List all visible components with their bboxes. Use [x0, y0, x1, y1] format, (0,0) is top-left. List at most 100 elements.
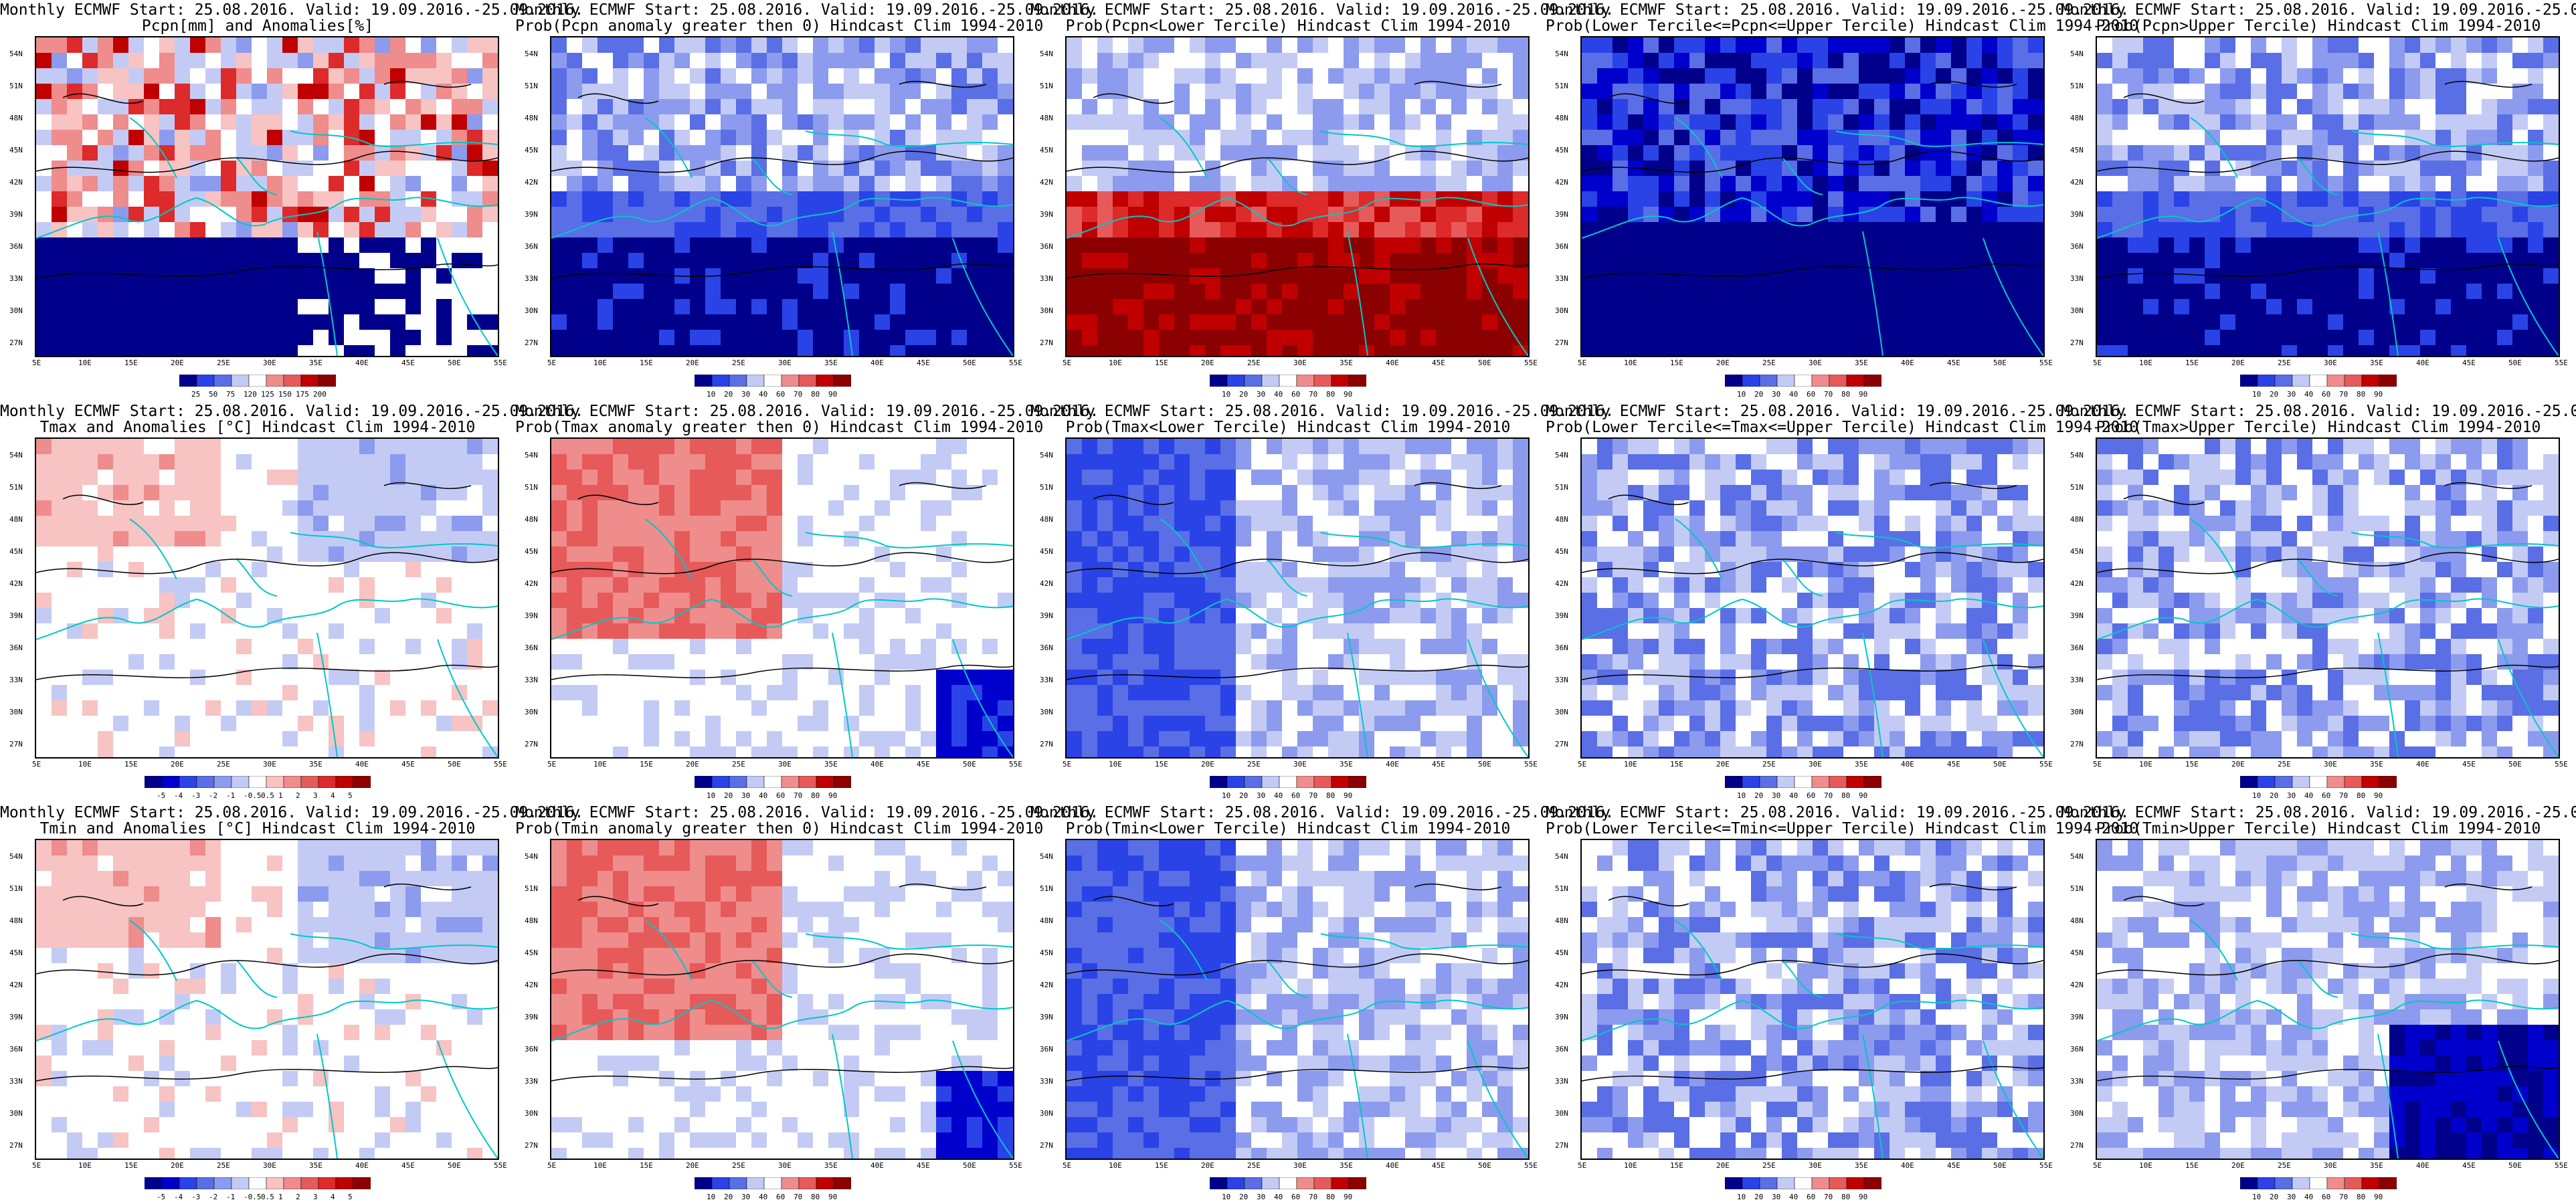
field-cell: [1936, 222, 1951, 237]
field-cell: [282, 284, 298, 299]
field-cell: [2435, 99, 2451, 114]
field-cell: [405, 439, 421, 454]
field-cell: [1205, 345, 1220, 356]
field-cell: [252, 176, 267, 191]
field-cell: [1190, 253, 1205, 268]
field-cell: [1113, 284, 1128, 299]
field-cell: [1067, 562, 1082, 577]
field-cell: [144, 454, 159, 470]
field-cell: [267, 314, 282, 330]
field-cell: [582, 268, 597, 284]
field-cell: [1451, 237, 1467, 253]
field-cell: [1828, 176, 1843, 191]
field-cell: [1705, 253, 1720, 268]
field-cell: [1920, 53, 1936, 68]
field-cell: [205, 207, 221, 222]
field-cell: [144, 439, 159, 454]
field-cell: [751, 176, 767, 191]
field-cell: [2128, 68, 2143, 84]
field-cell: [982, 84, 998, 99]
field-cell: [421, 130, 436, 145]
field-cell: [2328, 314, 2343, 330]
field-cell: [36, 608, 52, 623]
lat-label: 33N: [1555, 274, 1568, 283]
field-cell: [2266, 99, 2282, 114]
field-cell: [1705, 299, 1720, 314]
field-cell: [2543, 345, 2559, 356]
field-cell: [582, 176, 597, 191]
field-cell: [2251, 84, 2266, 99]
lon-label: 50E: [2508, 359, 2522, 367]
field-cell: [175, 454, 190, 470]
field-cell: [282, 99, 298, 114]
field-cell: [2543, 284, 2559, 299]
field-cell: [113, 454, 128, 470]
field-cell: [2497, 68, 2512, 84]
field-cell: [1890, 299, 1905, 314]
field-cell: [1905, 345, 1920, 356]
field-cell: [782, 53, 798, 68]
field-cell: [2251, 145, 2266, 161]
field-cell: [674, 191, 690, 207]
field-cell: [1082, 330, 1097, 345]
field-cell: [298, 546, 313, 562]
field-cell: [613, 577, 628, 593]
field-cell: [98, 176, 113, 191]
field-cell: [205, 284, 221, 299]
field-cell: [221, 130, 236, 145]
field-cell: [1859, 84, 1874, 99]
field-cell: [1451, 253, 1467, 268]
field-cell: [905, 330, 921, 345]
field-cell: [1267, 176, 1282, 191]
lon-label: 50E: [1478, 359, 1491, 367]
field-cell: [1482, 546, 1497, 562]
field-cell: [859, 746, 875, 757]
field-cell: [1082, 114, 1097, 130]
field-cell: [828, 608, 844, 623]
field-cell: [1643, 253, 1659, 268]
field-cell: [998, 546, 1013, 562]
field-cell: [205, 670, 221, 685]
field-cell: [2143, 268, 2158, 284]
colorbar-tick-label: 50: [209, 390, 218, 399]
field-cell: [1143, 161, 1159, 176]
field-cell: [390, 99, 405, 114]
field-cell: [905, 207, 921, 222]
field-cell: [813, 299, 828, 314]
field-cell: [329, 670, 344, 685]
lat-label: 45N: [9, 146, 23, 155]
lon-label: 5E: [32, 760, 41, 769]
field-cell: [582, 593, 597, 608]
field-cell: [1220, 207, 1236, 222]
lon-label: 5E: [2093, 359, 2102, 367]
field-cell: [767, 670, 782, 685]
field-cell: [2343, 161, 2359, 176]
field-cell: [1359, 53, 1374, 68]
field-cell: [1859, 207, 1874, 222]
field-cell: [1451, 485, 1467, 500]
lat-label: 36N: [525, 242, 538, 251]
field-cell: [1843, 68, 1859, 84]
field-cell: [159, 99, 175, 114]
field-cell: [998, 345, 1013, 356]
field-cell: [1920, 84, 1936, 99]
field-cell: [344, 222, 359, 237]
field-cell: [890, 608, 905, 623]
field-cell: [1628, 145, 1643, 161]
field-cell: [2482, 330, 2497, 345]
field-cell: [951, 608, 967, 623]
field-cell: [844, 639, 859, 654]
field-cell: [1374, 299, 1390, 314]
lat-label: 33N: [525, 274, 538, 283]
field-cell: [905, 670, 921, 685]
field-cell: [1813, 284, 1828, 299]
field-cell: [1328, 485, 1344, 500]
field-cell: [1313, 207, 1328, 222]
field-cell: [782, 700, 798, 716]
field-cell: [1359, 176, 1374, 191]
field-cell: [859, 114, 875, 130]
field-cell: [2420, 284, 2435, 299]
field-cell: [582, 114, 597, 130]
field-cell: [221, 299, 236, 314]
field-cell: [644, 53, 659, 68]
